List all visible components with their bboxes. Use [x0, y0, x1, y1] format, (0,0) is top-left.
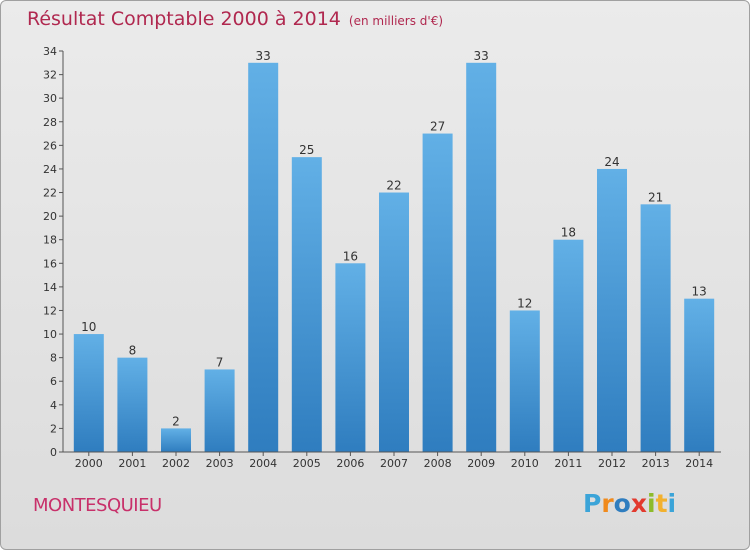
x-tick-label-2008: 2008: [424, 457, 452, 470]
data-label-2000: 10: [81, 320, 96, 334]
y-tick-label: 14: [43, 281, 57, 294]
data-label-2001: 8: [129, 344, 137, 358]
bar-2012: [597, 168, 627, 453]
chart-subtitle: (en milliers d'€): [348, 14, 444, 28]
data-label-2011: 18: [561, 226, 576, 240]
bar-2006: [335, 263, 366, 452]
commune-name: MONTESQUIEU: [33, 495, 162, 516]
x-tick-label-2004: 2004: [249, 457, 277, 470]
data-label-2013: 21: [648, 190, 663, 204]
bar-2014: [684, 298, 715, 452]
x-tick-label-2006: 2006: [336, 457, 364, 470]
y-tick-label: 0: [50, 446, 57, 459]
data-label-2002: 2: [172, 414, 180, 428]
bar-2005: [291, 157, 322, 452]
data-label-2010: 12: [517, 296, 532, 310]
x-tick-label-2011: 2011: [554, 457, 582, 470]
bar-2009: [466, 62, 497, 452]
chart-header: Résultat Comptable 2000 à 2014 (en millie…: [27, 8, 443, 30]
logo-letter: P: [583, 489, 602, 518]
data-label-2014: 13: [692, 285, 707, 299]
data-label-2007: 22: [386, 179, 401, 193]
logo-letter: r: [601, 489, 614, 518]
y-tick-label: 12: [43, 304, 57, 317]
x-tick-label-2009: 2009: [467, 457, 495, 470]
bar-2011: [553, 239, 584, 452]
data-label-2005: 25: [299, 143, 314, 157]
logo-letter: x: [630, 489, 647, 518]
y-tick-label: 6: [50, 375, 57, 388]
x-tick-label-2014: 2014: [685, 457, 713, 470]
y-tick-label: 30: [43, 92, 57, 105]
x-tick-label-2007: 2007: [380, 457, 408, 470]
x-tick-label-2013: 2013: [642, 457, 670, 470]
x-tick-label-2012: 2012: [598, 457, 626, 470]
data-label-2008: 27: [430, 120, 445, 134]
y-tick-label: 4: [50, 399, 57, 412]
data-label-2006: 16: [343, 249, 358, 263]
y-tick-label: 22: [43, 187, 57, 200]
x-tick-label-2005: 2005: [293, 457, 321, 470]
x-tick-label-2003: 2003: [206, 457, 234, 470]
y-tick-label: 2: [50, 422, 57, 435]
x-tick-label-2010: 2010: [511, 457, 539, 470]
proxiti-logo: Proxiti: [583, 489, 676, 518]
y-tick-label: 28: [43, 116, 57, 129]
y-tick-label: 32: [43, 69, 57, 82]
bar-2013: [640, 204, 671, 452]
logo-letter: t: [655, 489, 668, 518]
y-tick-label: 18: [43, 234, 57, 247]
bar-2001: [117, 357, 148, 452]
x-tick-label-2001: 2001: [118, 457, 146, 470]
logo-letter: o: [613, 489, 631, 518]
data-label-2009: 33: [474, 49, 489, 63]
y-tick-label: 16: [43, 257, 57, 270]
x-axis: 2000 2001 2002 2003 2004 2005 2006 2007 2008 2009…: [75, 452, 713, 470]
data-label-2004: 33: [256, 49, 271, 63]
bar-2004: [248, 62, 279, 452]
bar-2000: [73, 334, 104, 452]
y-tick-label: 20: [43, 210, 57, 223]
x-tick-label-2000: 2000: [75, 457, 103, 470]
bar-2008: [422, 133, 453, 452]
bar-2002: [161, 428, 191, 452]
y-tick-label: 26: [43, 139, 57, 152]
y-tick-label: 34: [43, 45, 57, 58]
bar-2010: [509, 310, 540, 452]
chart-title: Résultat Comptable 2000 à 2014: [27, 8, 341, 30]
y-tick-label: 10: [43, 328, 57, 341]
y-tick-label: 8: [50, 352, 57, 365]
data-label-2012: 24: [604, 155, 619, 169]
y-tick-label: 24: [43, 163, 57, 176]
bar-2007: [379, 192, 409, 452]
data-label-2003: 7: [216, 355, 224, 369]
bar-2003: [204, 369, 235, 452]
logo-letter: i: [647, 489, 656, 518]
x-tick-label-2002: 2002: [162, 457, 190, 470]
logo-letter: i: [667, 489, 677, 518]
